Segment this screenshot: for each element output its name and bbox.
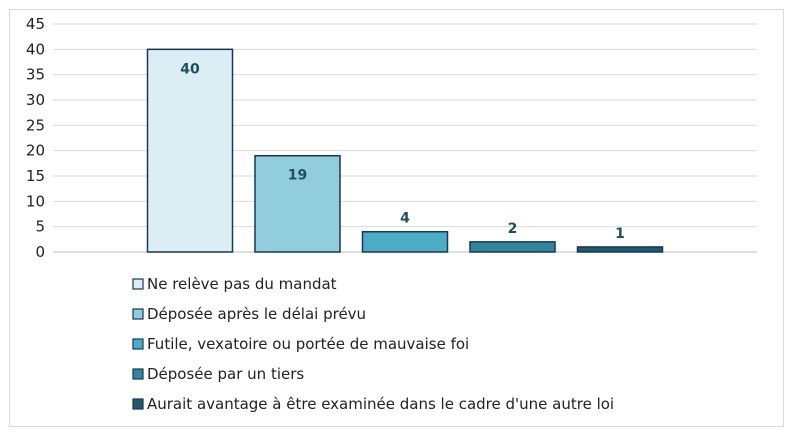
y-tick-label: 10 [26, 192, 45, 210]
legend-label: Aurait avantage à être examinée dans le … [147, 395, 614, 413]
bar [146, 48, 234, 253]
bar [469, 241, 556, 253]
legend-swatch [132, 308, 144, 320]
legend-label: Futile, vexatoire ou portée de mauvaise … [147, 335, 469, 353]
data-labels: 40 19 4 2 1 [180, 61, 625, 242]
legend-swatch [132, 338, 144, 350]
y-tick-label: 45 [26, 15, 45, 33]
legend: Ne relève pas du mandat Déposée après le … [132, 275, 614, 413]
y-tick-label: 0 [35, 243, 45, 261]
legend-swatch [132, 398, 144, 410]
legend-label: Ne relève pas du mandat [147, 275, 337, 293]
y-tick-label: 35 [26, 66, 45, 84]
legend-label: Déposée par un tiers [147, 365, 304, 383]
data-label: 2 [508, 221, 518, 237]
bar [361, 230, 449, 253]
data-label: 40 [180, 61, 200, 77]
bars [146, 48, 664, 253]
chart-frame [9, 9, 784, 427]
bar [576, 246, 664, 253]
legend-swatch [132, 368, 144, 380]
data-label: 4 [400, 211, 410, 227]
y-tick-label: 30 [26, 91, 45, 109]
legend-label: Déposée après le délai prévu [147, 305, 366, 323]
y-tick-label: 5 [35, 218, 45, 236]
data-label: 19 [288, 168, 307, 184]
y-tick-label: 15 [26, 167, 45, 185]
data-label: 1 [615, 226, 625, 242]
y-tick-label: 25 [26, 116, 45, 134]
y-axis: 0 5 10 15 20 25 30 35 40 45 [26, 15, 45, 261]
legend-swatch [132, 278, 144, 290]
y-tick-label: 40 [26, 40, 45, 58]
y-tick-label: 20 [26, 142, 45, 160]
bar [254, 154, 341, 253]
